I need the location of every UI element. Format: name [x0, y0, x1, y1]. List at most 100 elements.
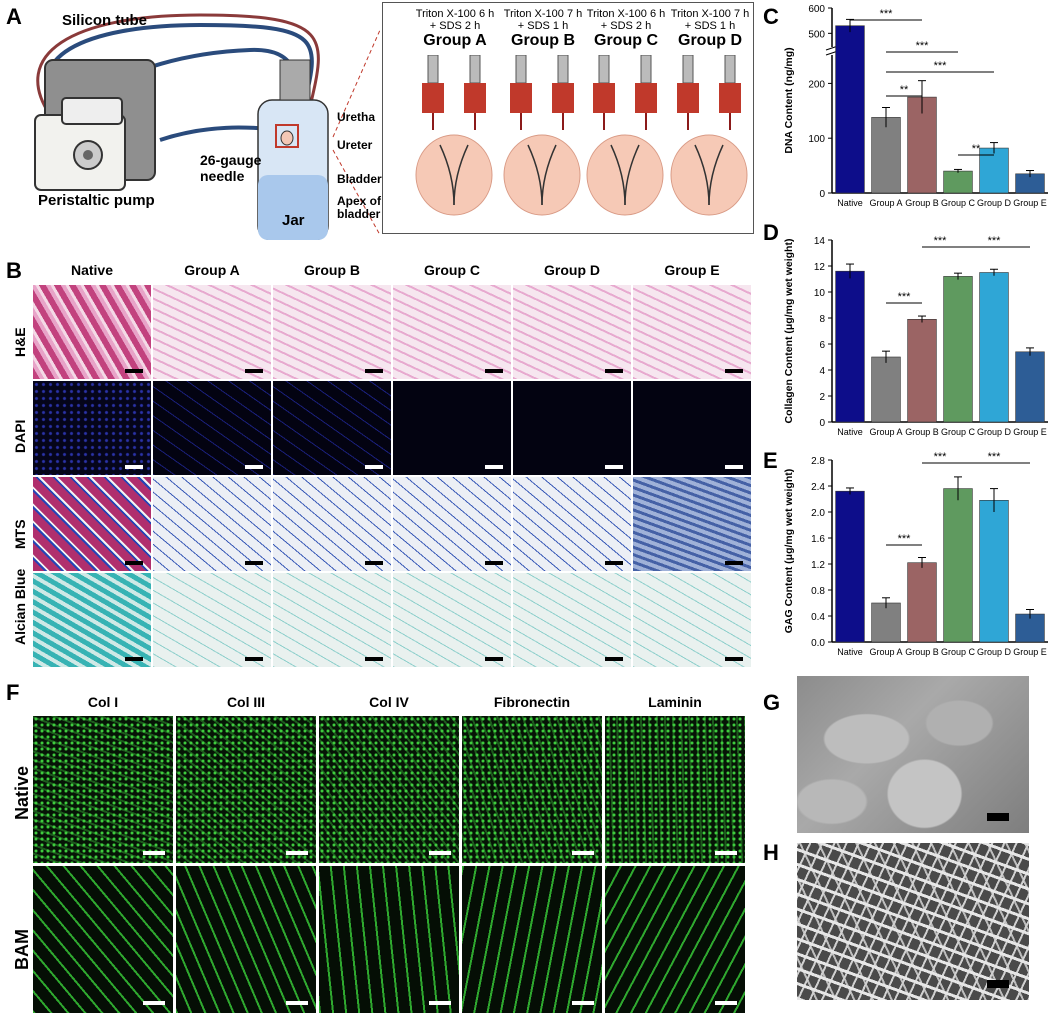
y-tick-label: 2.4 — [811, 482, 825, 493]
y-tick-label: 1.6 — [811, 534, 825, 545]
axis-break-gap — [826, 47, 838, 55]
perfusion-setup-illustration — [34, 13, 380, 240]
protocol-line-1: Triton X-100 7 h — [503, 8, 583, 20]
histology-image — [33, 573, 151, 667]
protocol-line-2: + SDS 2 h — [429, 20, 481, 32]
pump-clamp — [61, 97, 123, 125]
scale-bar — [125, 657, 143, 661]
histology-image — [633, 285, 751, 379]
histology-column-header: Group E — [664, 262, 720, 278]
histology-image — [633, 381, 751, 475]
scale-bar — [125, 465, 143, 469]
scale-bar — [143, 851, 165, 855]
histology-image — [393, 285, 511, 379]
histology-image — [393, 381, 511, 475]
panel-letter-g: G — [763, 690, 781, 715]
bladder-illustration — [586, 55, 664, 216]
scale-bar — [365, 465, 383, 469]
label-peristaltic-pump: Peristaltic pump — [38, 192, 155, 209]
bladder-highlight-box — [275, 124, 299, 148]
histology-row-label: H&E — [12, 327, 28, 357]
if-image — [605, 866, 745, 1013]
zoom-line-bottom — [332, 149, 380, 236]
scale-bar — [605, 369, 623, 373]
y-tick-label: 6 — [819, 340, 825, 351]
x-tick-label: Native — [837, 198, 863, 208]
histology-image — [33, 285, 151, 379]
scale-bar — [245, 369, 263, 373]
significance-label: *** — [934, 60, 948, 72]
panel-letter-d: D — [763, 220, 779, 245]
if-image — [33, 866, 173, 1013]
histology-image — [513, 381, 631, 475]
y-tick-label: 10 — [814, 288, 826, 299]
jar-liquid — [258, 175, 328, 240]
y-tick-label: 4 — [819, 366, 825, 377]
bar — [979, 147, 1009, 194]
panel-letter-a: A — [6, 4, 22, 29]
significance-label: *** — [988, 235, 1002, 247]
group-protocol-text: Triton X-100 6 h + SDS 2 h Group A — [405, 8, 505, 50]
if-image — [462, 866, 602, 1013]
pump-rotor-center — [83, 150, 93, 160]
histology-image — [153, 285, 271, 379]
scale-bar — [125, 369, 143, 373]
if-column-header: Col III — [226, 694, 266, 710]
chart-collagen-content: 0 2 4 6 8 10 12 14 Collagen Content (μg/mg wet w… — [783, 235, 1048, 437]
panel-letter-b: B — [6, 258, 22, 283]
bar — [943, 276, 973, 423]
label-jar: Jar — [282, 212, 305, 229]
bar — [871, 356, 901, 423]
label-urethra: Uretha — [337, 110, 376, 124]
group-name: Group D — [678, 32, 742, 49]
histology-image — [393, 573, 511, 667]
scale-bar — [485, 369, 503, 373]
protocol-line-2: + SDS 2 h — [600, 20, 652, 32]
scale-bar — [143, 1001, 165, 1005]
group-protocol-text: Triton X-100 7 h + SDS 1 h Group D — [660, 8, 760, 50]
histology-image — [633, 477, 751, 571]
bladder-mini — [280, 130, 294, 146]
zoom-line-top — [332, 29, 380, 138]
scale-bar — [605, 657, 623, 661]
scale-bar — [715, 851, 737, 855]
x-tick-label: Group D — [977, 647, 1012, 657]
if-column-header: Col I — [87, 694, 119, 710]
label-apex: Apex of bladder — [337, 194, 382, 221]
histology-row-label: MTS — [12, 519, 28, 549]
y-tick-label: 0 — [819, 418, 825, 429]
histology-image — [273, 477, 391, 571]
x-tick-label: Group C — [941, 647, 976, 657]
y-tick-label: 0.8 — [811, 586, 825, 597]
y-tick-label: 12 — [814, 262, 826, 273]
x-tick-label: Group A — [869, 427, 902, 437]
group-protocol-text: Triton X-100 7 h + SDS 1 h Group B — [493, 8, 593, 50]
if-column-header: Fibronectin — [493, 694, 571, 710]
histology-image — [633, 573, 751, 667]
y-tick-label: 8 — [819, 314, 825, 325]
group-name: Group A — [423, 32, 487, 49]
scale-bar — [605, 561, 623, 565]
bar — [871, 602, 901, 643]
bladder-illustration — [670, 55, 748, 216]
if-row-label: Native — [12, 765, 32, 820]
scale-bar — [572, 851, 594, 855]
scale-bar — [715, 1001, 737, 1005]
chart-dna-content: 0 100 200 500 600 DNA Content (ng/mg) Native Gr… — [783, 4, 1048, 208]
x-tick-label: Group A — [869, 198, 902, 208]
y-tick-label: 0.0 — [811, 638, 825, 649]
x-tick-label: Group B — [905, 427, 939, 437]
bladder-illustration — [503, 55, 581, 216]
protocol-line-2: + SDS 1 h — [517, 20, 569, 32]
y-tick-label: 0 — [819, 189, 825, 200]
histology-image — [153, 381, 271, 475]
x-tick-label: Group D — [977, 198, 1012, 208]
histology-image — [153, 477, 271, 571]
significance-label: *** — [898, 291, 912, 303]
if-column-header: Col IV — [369, 694, 409, 710]
histology-column-header: Group B — [304, 262, 360, 278]
bar — [907, 319, 937, 423]
x-tick-label: Group A — [869, 647, 902, 657]
significance-label: *** — [880, 8, 894, 20]
bar — [1015, 351, 1045, 423]
